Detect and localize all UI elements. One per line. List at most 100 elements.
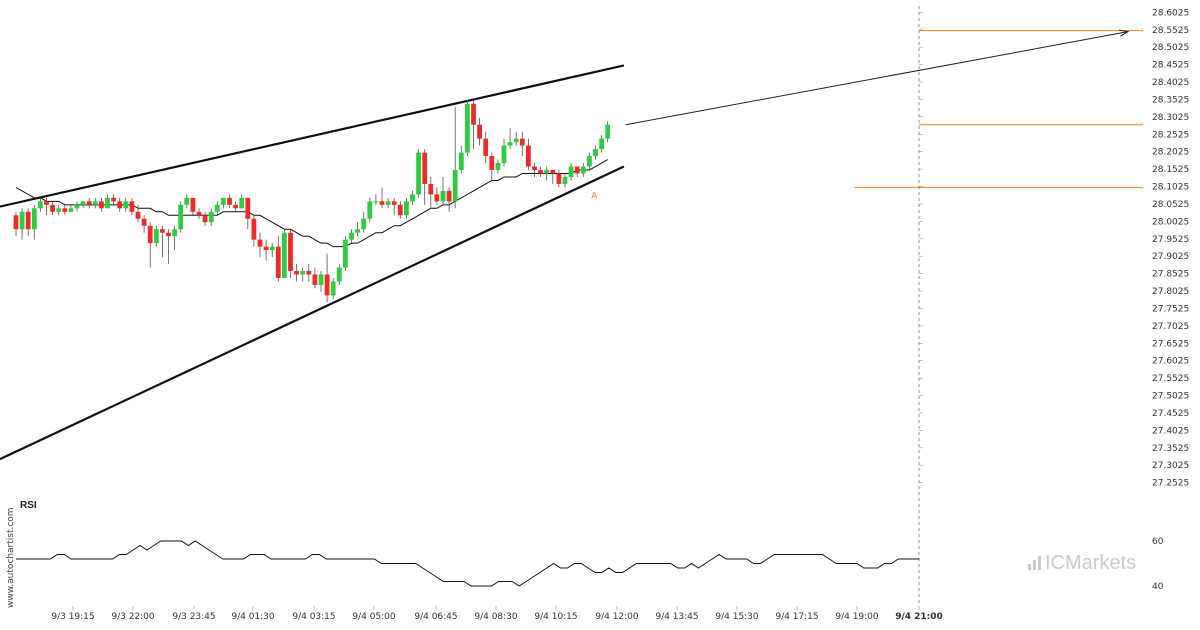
candle — [74, 201, 80, 212]
candle — [477, 117, 482, 146]
candle — [129, 197, 135, 216]
candle — [330, 277, 336, 299]
price-tick-label: 28.2525 — [1152, 130, 1189, 140]
candle — [593, 145, 598, 160]
candle-body — [404, 201, 409, 216]
price-tick-label: 28.5525 — [1152, 26, 1189, 36]
candle-body — [263, 246, 269, 251]
candle-body — [251, 218, 257, 240]
candle-body — [355, 229, 360, 233]
candle-body — [99, 201, 104, 209]
candle-body — [74, 204, 80, 209]
price-tick-label: 27.4525 — [1152, 409, 1189, 419]
candle — [300, 267, 306, 282]
time-tick-label: 9/4 17:15 — [775, 612, 818, 622]
candle-body — [208, 211, 214, 223]
candle — [367, 197, 373, 223]
candle — [562, 173, 568, 188]
candle-body — [599, 138, 604, 150]
candle-body — [501, 145, 507, 164]
price-tick-label: 28.1025 — [1152, 183, 1189, 193]
candle — [404, 197, 409, 219]
candle — [343, 236, 348, 272]
candle-body — [300, 271, 306, 275]
candle — [288, 229, 293, 278]
candle-body — [239, 197, 245, 209]
candle — [178, 201, 184, 233]
candle-body — [410, 194, 415, 202]
candle-body — [446, 190, 452, 202]
candle — [86, 197, 92, 209]
candle-body — [532, 166, 537, 170]
candle-body — [257, 239, 263, 247]
candle-body — [221, 197, 226, 205]
price-tick-label: 28.3025 — [1152, 113, 1189, 123]
time-tick-label: 9/4 05:00 — [352, 612, 396, 622]
candle — [111, 194, 116, 205]
candle — [147, 222, 153, 268]
candle — [349, 229, 354, 244]
candle-body — [495, 163, 501, 170]
candle — [294, 264, 299, 282]
price-tick-label: 27.3025 — [1152, 461, 1189, 471]
candle-body — [428, 183, 434, 195]
candle — [105, 194, 110, 209]
candle — [580, 163, 586, 177]
candle-body — [153, 229, 159, 244]
candle-body — [483, 138, 489, 157]
candle-body — [68, 208, 74, 212]
candle — [214, 201, 220, 216]
candle-body — [367, 201, 373, 219]
candle — [483, 131, 489, 164]
candle-body — [172, 229, 177, 237]
rsi-tick-label: 60 — [1152, 537, 1164, 547]
candle-body — [92, 201, 98, 205]
candle-body — [214, 204, 220, 212]
brand-name: ICMarkets — [1045, 551, 1137, 574]
time-tick-label: 9/4 12:00 — [595, 612, 639, 622]
candle — [526, 138, 531, 170]
price-tick-label: 28.4025 — [1152, 78, 1189, 88]
candle — [251, 215, 257, 247]
candle-body — [538, 169, 543, 174]
price-tick-label: 27.6525 — [1152, 339, 1189, 349]
candle — [397, 201, 403, 219]
candle-body — [507, 142, 513, 146]
candle-body — [574, 166, 580, 174]
candle — [160, 225, 165, 258]
price-tick-label: 27.2525 — [1152, 479, 1189, 489]
candle-body — [227, 197, 232, 205]
candle-body — [465, 103, 470, 153]
candle — [538, 166, 543, 177]
price-tick-label: 27.8025 — [1152, 287, 1189, 297]
candle — [202, 211, 208, 226]
candle-body — [373, 201, 379, 203]
candle-body — [605, 124, 611, 139]
candle-body — [580, 166, 586, 174]
time-tick-label: 9/4 21:00 — [895, 612, 943, 622]
candle — [452, 107, 458, 209]
candle-body — [416, 152, 421, 195]
candle-body — [550, 169, 556, 174]
price-tick-label: 28.1525 — [1152, 165, 1189, 175]
candle — [422, 149, 428, 205]
brand-logo: ICMarkets — [1028, 551, 1136, 575]
candle-body — [269, 246, 275, 251]
candle-body — [141, 218, 147, 226]
candle — [336, 264, 342, 285]
candle-body — [471, 103, 476, 125]
candle — [495, 159, 501, 174]
candle — [13, 211, 19, 237]
brand-bars-icon — [1028, 556, 1042, 570]
candle — [196, 208, 202, 219]
candle-body — [318, 274, 324, 285]
candle — [361, 211, 367, 233]
candle — [556, 169, 562, 188]
candle-body — [385, 201, 391, 205]
candle — [117, 197, 123, 212]
candle-body — [178, 204, 184, 230]
candle — [587, 152, 592, 170]
candle — [471, 100, 476, 150]
candle-body — [275, 246, 281, 278]
candle-body — [306, 271, 312, 275]
